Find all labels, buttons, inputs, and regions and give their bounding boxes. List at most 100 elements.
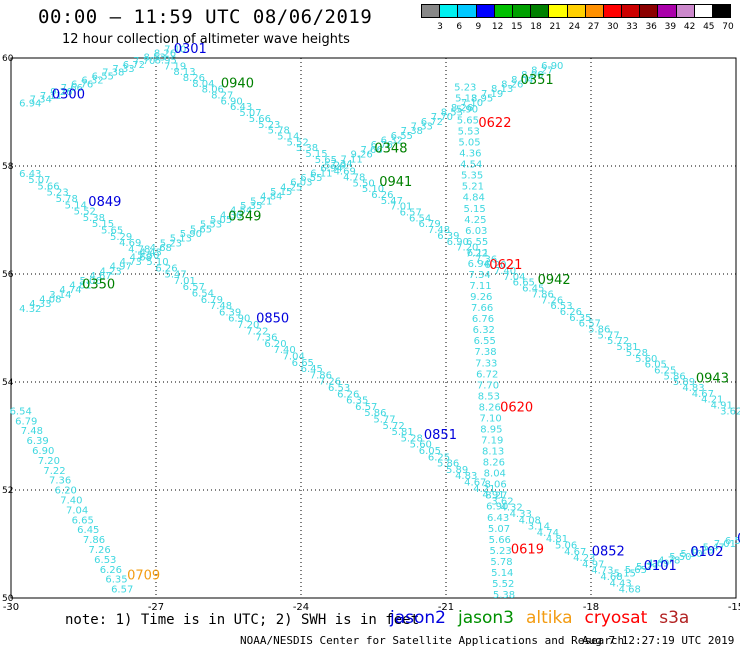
wave-height-label: 8.13 — [482, 447, 504, 458]
wave-height-label: 7.22 — [43, 466, 65, 477]
satellite-legend-cryosat: cryosat — [584, 608, 648, 628]
x-tick-label: -30 — [3, 602, 19, 613]
wave-height-label: 4.21 — [473, 484, 495, 495]
wave-height-label: 8.95 — [471, 94, 493, 105]
wave-height-label: 6.05 — [645, 360, 667, 371]
generated-timestamp: Aug 7 12:27:19 UTC 2019 — [582, 634, 735, 647]
time-label: 0301 — [174, 42, 207, 57]
wave-height-label: 5.77 — [597, 330, 619, 341]
wave-height-label: 6.32 — [473, 325, 495, 336]
wave-height-label: 5.77 — [373, 415, 395, 426]
wave-height-label: 6.72 — [476, 369, 498, 380]
wave-height-label: 6.39 — [219, 307, 241, 318]
wave-height-label: 6.35 — [105, 575, 127, 586]
wave-height-label: 7.22 — [466, 249, 488, 260]
wave-height-label: 6.55 — [92, 72, 114, 83]
wave-height-label: 8.06 — [484, 480, 506, 491]
wave-height-label: 3.62 — [720, 406, 740, 417]
wave-height-label: 5.38 — [493, 590, 515, 601]
wave-height-label: 7.86 — [310, 370, 332, 381]
wave-height-label: 5.06 — [79, 276, 101, 287]
wave-height-label: 8.53 — [143, 52, 165, 63]
wave-height-label: 6.90 — [32, 446, 54, 457]
wave-height-label: 7.40 — [273, 345, 295, 356]
wave-height-label: 6.20 — [264, 339, 286, 350]
wave-height-label: 4.68 — [130, 252, 152, 263]
time-label: 0942 — [538, 273, 571, 288]
wave-height-label: 4.08 — [519, 515, 541, 526]
wave-height-label: 4.43 — [609, 578, 631, 589]
legend-label: 39 — [664, 22, 677, 32]
wave-height-label: 4.84 — [260, 192, 282, 203]
wave-height-label: 5.47 — [164, 270, 186, 281]
wave-height-label: 5.81 — [391, 427, 413, 438]
wave-height-label: 5.13 — [455, 93, 477, 104]
wave-height-label: 7.38 — [102, 68, 124, 79]
wave-height-label: 5.07 — [488, 524, 510, 535]
wave-height-label: 5.53 — [458, 127, 480, 138]
wave-height-label: 5.15 — [270, 187, 292, 198]
time-label: 0849 — [88, 195, 121, 210]
time-label: 0943 — [696, 371, 729, 386]
time-label: 0709 — [127, 569, 160, 584]
wave-height-label: 5.13 — [170, 234, 192, 245]
wave-height-label: 7.48 — [428, 225, 450, 236]
grid-layer — [10, 57, 737, 599]
wave-height-label: 5.10 — [146, 257, 168, 268]
credit-line: NOAA/NESDIS Center for Satellite Applica… — [240, 634, 625, 647]
wave-height-label: 8.04 — [192, 79, 214, 90]
wave-height-label: 6.65 — [72, 515, 94, 526]
legend-label: 27 — [587, 22, 600, 32]
wave-height-label: 5.14 — [65, 200, 87, 211]
wave-height-label: 8.26 — [501, 80, 523, 91]
track-jason2: 6.947.347.119.267.666.766.326.557.387.33… — [19, 42, 207, 110]
legend-label: 30 — [607, 22, 619, 32]
wave-height-label: 6.43 — [19, 169, 41, 180]
wave-height-label: 4.67 — [692, 389, 714, 400]
wave-height-label: 5.81 — [616, 342, 638, 353]
wave-height-label: 7.70 — [477, 380, 499, 391]
wave-height-label: 5.53 — [200, 220, 222, 231]
wave-height-label: 5.66 — [489, 535, 511, 546]
y-tick-label: 54 — [2, 378, 14, 388]
wave-height-label: 4.83 — [682, 383, 704, 394]
satellite-legend-jason3: jason3 — [458, 608, 514, 628]
legend-label: 6 — [456, 22, 463, 32]
wave-height-label: 5.78 — [490, 557, 512, 568]
track-jason2: 6.435.075.665.235.785.145.525.385.155.65… — [19, 169, 641, 596]
time-label: 0300 — [52, 87, 85, 102]
wave-height-label: 6.90 — [486, 502, 508, 513]
wave-height-label: 5.05 — [210, 215, 232, 226]
wave-height-label: 4.32 — [500, 503, 522, 514]
wave-height-label: 8.04 — [484, 469, 506, 480]
wave-height-label: 4.36 — [220, 210, 242, 221]
wave-height-label: 6.35 — [346, 396, 368, 407]
legend-label: 45 — [703, 22, 715, 32]
wave-height-label: 5.50 — [352, 178, 374, 189]
legend-swatch — [712, 4, 732, 18]
wave-height-label: 7.40 — [60, 496, 82, 507]
wave-height-label: 5.23 — [258, 120, 280, 131]
y-tick-label: 56 — [2, 270, 14, 280]
wave-height-label: 5.29 — [324, 161, 346, 172]
time-label: 0622 — [478, 116, 511, 131]
wave-height-label: 4.68 — [150, 243, 172, 254]
wave-height-label: 7.04 — [503, 272, 525, 283]
wave-height-label: 5.15 — [614, 568, 636, 579]
x-tick-label: -24 — [293, 602, 309, 613]
wave-height-label: 6.79 — [418, 219, 440, 230]
wave-height-label: 6.43 — [230, 102, 252, 113]
wave-height-label: 7.36 — [49, 476, 71, 487]
axis-layer: -30 -27 -24 -21 -18 -15 50 52 54 56 58 60 — [2, 54, 740, 613]
wave-height-label: 8.95 — [155, 55, 177, 66]
wave-height-label: 6.20 — [484, 260, 506, 271]
wave-height-label: 4.73 — [120, 257, 142, 268]
y-tick-label: 60 — [2, 54, 14, 64]
wave-height-label: 6.94 — [19, 99, 41, 110]
wave-height-label: 4.78 — [128, 244, 150, 255]
wave-height-label: 9.26 — [470, 292, 492, 303]
wave-height-label: 6.54 — [192, 289, 214, 300]
wave-height-label: 5.65 — [190, 224, 212, 235]
wave-height-label: 7.19 — [164, 61, 186, 72]
track-jason3: 8.957.198.138.268.048.068.276.906.435.07… — [155, 55, 740, 417]
